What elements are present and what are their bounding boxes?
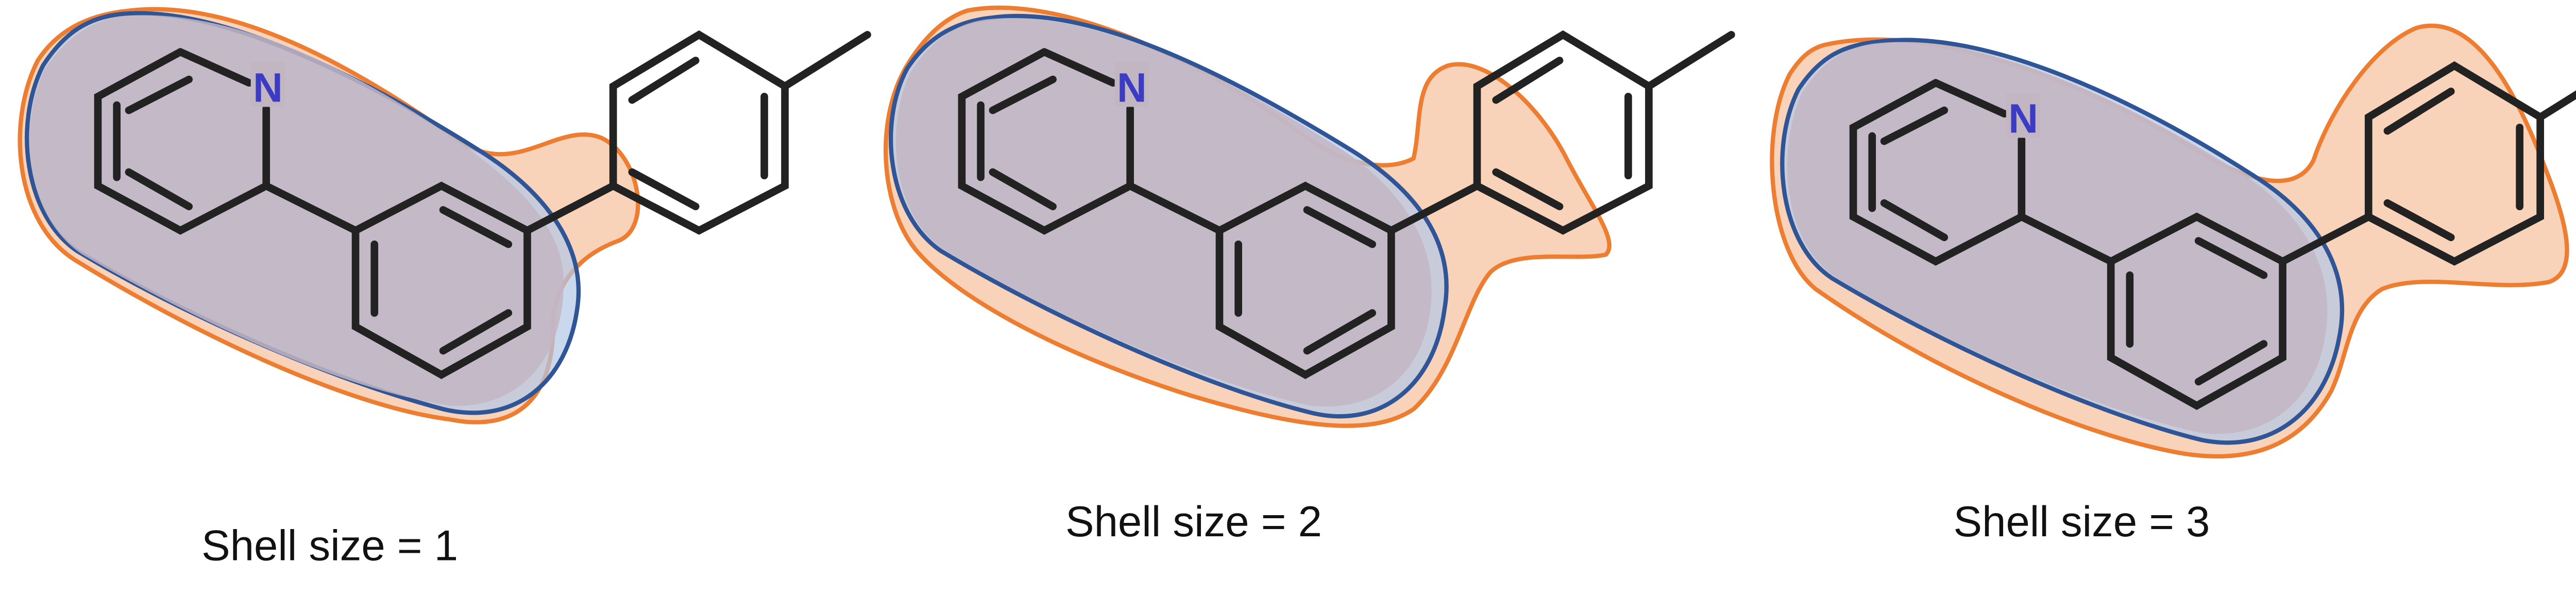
- panel-shell-size-1: N Shell size = 1: [18, 7, 868, 570]
- shell-region-overlap: [29, 15, 564, 406]
- panel-caption: Shell size = 2: [1065, 498, 1322, 546]
- panel-shell-size-2: N Shell size = 2: [884, 5, 1731, 546]
- nitrogen-atom-label: N: [253, 64, 283, 110]
- panel-shell-size-3: N Shell size = 3: [1770, 23, 2576, 546]
- shell-region-overlap: [895, 18, 1432, 407]
- panel-caption: Shell size = 3: [1954, 498, 2210, 546]
- nitrogen-atom-label: N: [2008, 95, 2038, 141]
- panel-caption: Shell size = 1: [201, 522, 458, 570]
- nitrogen-atom-label: N: [1117, 64, 1147, 110]
